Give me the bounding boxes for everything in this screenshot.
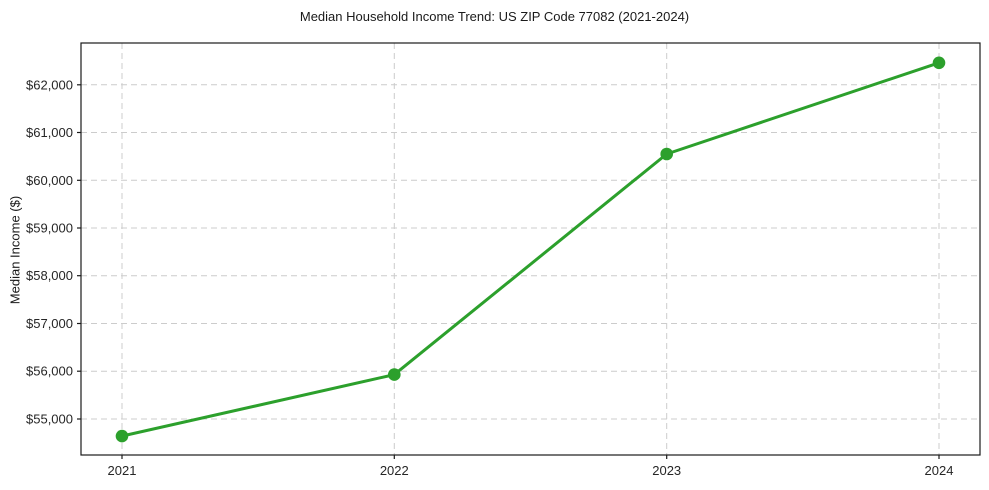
y-tick-label: $55,000 bbox=[26, 412, 73, 427]
y-tick-label: $56,000 bbox=[26, 364, 73, 379]
data-point-marker bbox=[660, 147, 673, 161]
x-tick-label: 2021 bbox=[108, 463, 137, 478]
x-tick-label: 2024 bbox=[925, 463, 954, 478]
data-point-marker bbox=[932, 56, 946, 70]
plot-border bbox=[80, 42, 981, 456]
data-point-marker bbox=[388, 368, 401, 381]
income-trend-line bbox=[120, 61, 941, 438]
x-tick-label: 2023 bbox=[652, 463, 681, 478]
y-tick-label: $58,000 bbox=[26, 268, 73, 283]
y-tick-label: $61,000 bbox=[26, 125, 73, 140]
y-tick-label: $59,000 bbox=[26, 221, 73, 236]
chart-title: Median Household Income Trend: US ZIP Co… bbox=[299, 9, 690, 24]
y-tick-label: $57,000 bbox=[26, 316, 73, 331]
y-tick-label: $62,000 bbox=[26, 77, 73, 92]
data-point-marker bbox=[115, 429, 129, 443]
y-tick-label: $60,000 bbox=[26, 173, 73, 188]
x-tick-label: 2022 bbox=[380, 463, 409, 478]
